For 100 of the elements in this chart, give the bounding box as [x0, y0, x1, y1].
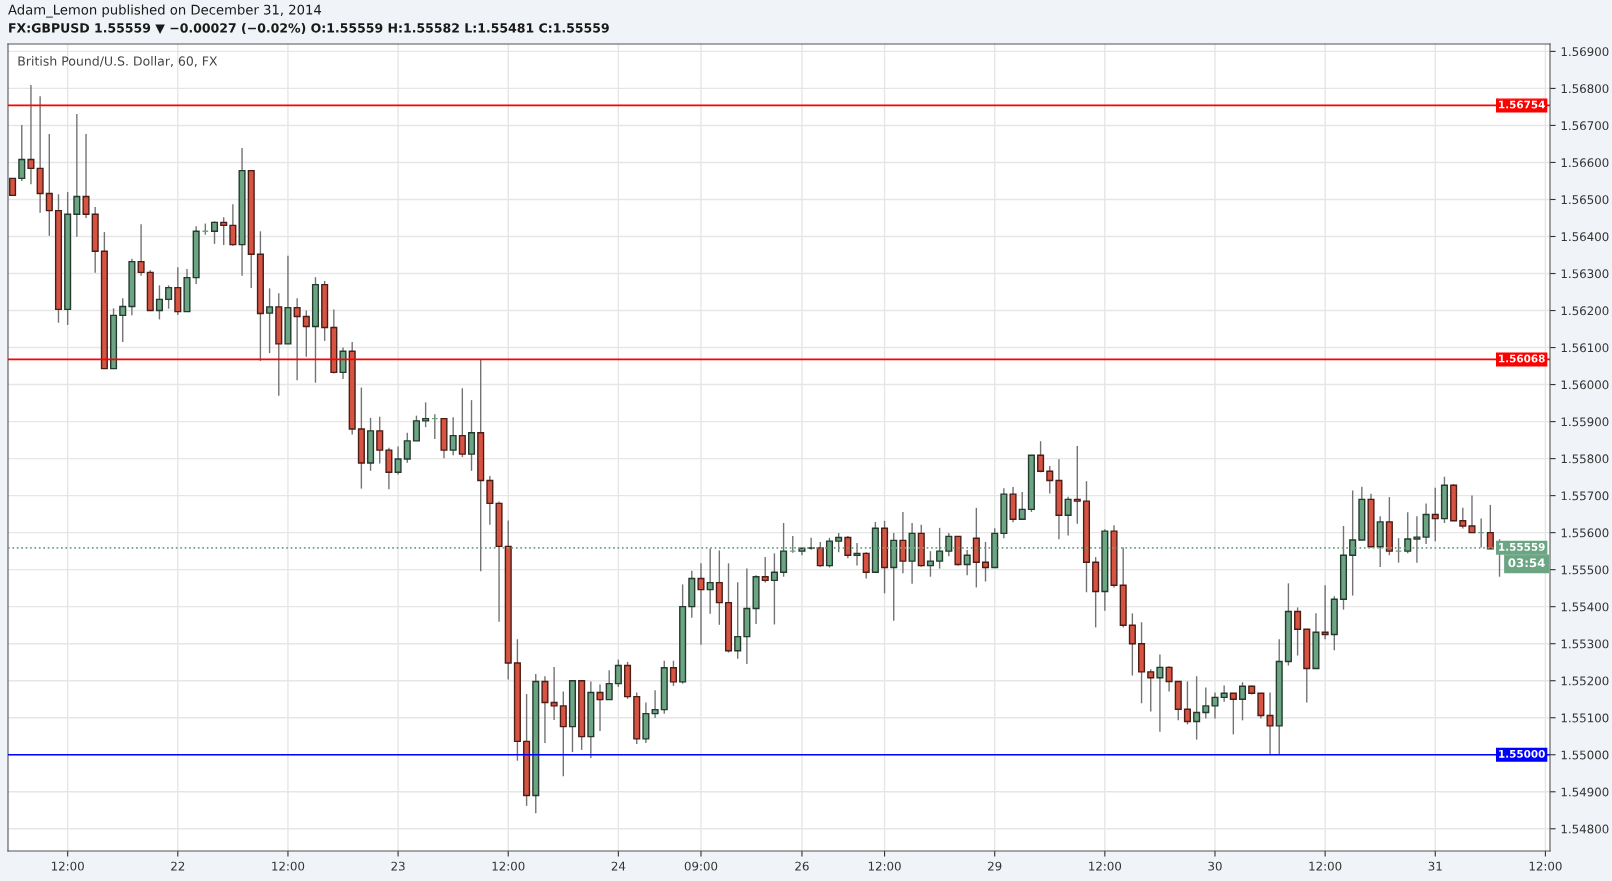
candlestick: [1431, 487, 1439, 542]
candlestick: [119, 297, 127, 343]
candlestick: [412, 414, 420, 442]
candlestick: [210, 220, 219, 245]
candlestick: [614, 658, 622, 688]
x-tick-label: 12:00: [868, 861, 901, 871]
x-tick-label: 12:00: [1309, 861, 1342, 871]
ref-line-label: 1.56754: [1499, 100, 1545, 109]
candlestick: [1202, 686, 1210, 720]
y-tick-label: 1.56900: [1561, 47, 1609, 57]
ref-line-label: 1.56068: [1499, 354, 1545, 363]
candlestick: [770, 552, 778, 626]
candlestick: [486, 475, 494, 526]
y-tick-label: 1.55400: [1561, 602, 1609, 612]
candlestick: [816, 541, 824, 568]
candlestick: [559, 690, 567, 777]
y-tick-label: 1.55900: [1561, 417, 1609, 427]
candlestick: [266, 287, 274, 354]
candlestick: [137, 223, 145, 277]
candlestick: [449, 416, 457, 456]
candlestick: [1486, 504, 1494, 550]
x-tick-label: 24: [611, 861, 626, 871]
candlestick: [697, 562, 705, 646]
candlestick: [403, 431, 411, 464]
candlestick: [385, 447, 393, 491]
y-tick-label: 1.56100: [1561, 343, 1609, 353]
candlestick: [467, 399, 476, 472]
candlestick: [302, 309, 310, 358]
candlestick: [229, 203, 237, 247]
candlestick: [1128, 612, 1136, 677]
candlestick: [394, 445, 402, 476]
candlestick: [1422, 502, 1430, 545]
candlestick: [293, 297, 301, 381]
candlestick: [376, 416, 384, 465]
y-tick-label: 1.56200: [1561, 306, 1609, 316]
x-tick-label: 12:00: [272, 861, 305, 871]
candlestick: [1220, 684, 1228, 703]
ref-line-label: 1.55559: [1499, 542, 1545, 551]
x-tick-label: 12:00: [1529, 861, 1562, 871]
x-tick-label: 29: [988, 861, 1002, 871]
y-tick-label: 1.55000: [1561, 750, 1609, 760]
x-tick-label: 22: [171, 861, 185, 871]
x-tick-label: 23: [391, 861, 405, 871]
candlestick: [220, 216, 228, 246]
candlestick: [862, 551, 870, 580]
candlestick: [1156, 653, 1164, 733]
y-tick-label: 1.56300: [1561, 269, 1609, 279]
y-tick-label: 1.56700: [1561, 121, 1609, 131]
chart-title: Adam_Lemon published on December 31, 2014: [8, 4, 322, 18]
x-tick-label: 09:00: [684, 861, 718, 871]
x-tick-label: 26: [795, 861, 809, 871]
candlestick: [734, 581, 742, 660]
candlestick: [339, 346, 347, 380]
y-tick-label: 1.56400: [1561, 232, 1609, 242]
candlestick: [18, 124, 26, 182]
candlestick: [165, 284, 173, 310]
candlestick: [1193, 675, 1201, 741]
y-tick-label: 1.54800: [1561, 824, 1609, 834]
candlestick: [1073, 445, 1081, 525]
candlestick: [669, 660, 677, 687]
y-tick-label: 1.56800: [1561, 84, 1609, 94]
candlestick: [1229, 692, 1237, 736]
candlestick: [1046, 465, 1054, 495]
candlestick: [45, 133, 53, 237]
candlestick: [1147, 668, 1155, 713]
candlestick: [651, 689, 659, 719]
candlestick: [1238, 681, 1247, 722]
annotation: 03:54: [1508, 558, 1545, 568]
y-tick-label: 1.55200: [1561, 676, 1609, 686]
candlestick: [73, 113, 81, 238]
x-tick-label: 12:00: [51, 861, 84, 871]
candlestick: [1468, 494, 1476, 534]
candlestick: [82, 133, 90, 219]
candlestick: [422, 401, 430, 428]
candlestick: [1211, 691, 1219, 720]
candlestick: [981, 541, 990, 583]
x-tick-label: 30: [1208, 861, 1222, 871]
chart-subtitle: FX:GBPUSD 1.55559 ▼ −0.00027 (−0.02%) O:1.55559 H:1.55582 L:1.55481 C:1.55559: [9, 22, 609, 35]
y-tick-label: 1.55700: [1561, 491, 1609, 501]
candlestick: [1459, 507, 1467, 530]
candlestick: [155, 284, 163, 321]
candlestick: [1294, 606, 1302, 657]
candlestick: [1064, 496, 1072, 537]
annotation: British Pound/U.S. Dollar, 60, FX: [18, 56, 218, 68]
candlestick: [1183, 680, 1191, 726]
x-tick-label: 12:00: [492, 861, 525, 871]
candlestick: [1266, 691, 1274, 756]
y-tick-label: 1.56500: [1561, 195, 1609, 205]
x-tick-label: 31: [1428, 861, 1442, 871]
candlestick: [605, 669, 613, 701]
y-tick-label: 1.55500: [1561, 565, 1609, 575]
candlestick: [1257, 692, 1265, 720]
y-tick-label: 1.55100: [1561, 713, 1609, 723]
candlestick: [926, 550, 934, 578]
x-tick-label: 12:00: [1089, 861, 1122, 871]
y-tick-label: 1.56000: [1561, 380, 1609, 390]
candlestick: [1018, 491, 1026, 521]
y-tick-label: 1.56600: [1561, 158, 1609, 168]
candlestick: [27, 84, 35, 185]
candlestick: [761, 556, 769, 584]
